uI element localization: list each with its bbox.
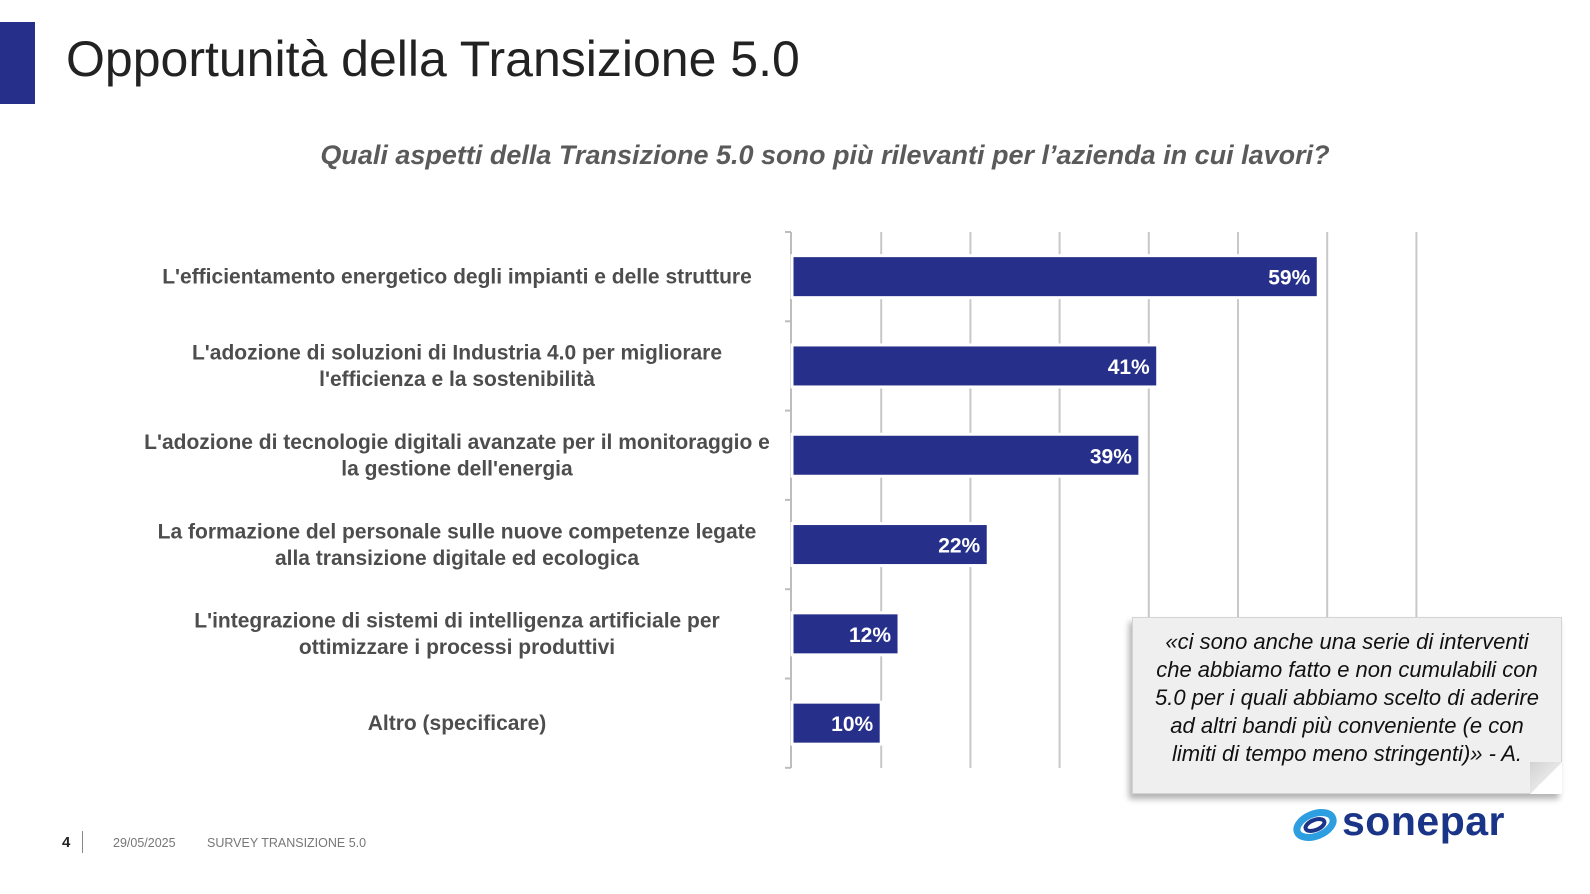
page-number: 4 (62, 834, 71, 851)
quote-line: «ci sono anche una serie di interventi (1165, 629, 1529, 654)
bar (790, 432, 1142, 478)
quote-box: «ci sono anche una serie di interventi c… (1132, 617, 1562, 794)
category-label: ottimizzare i processi produttivi (299, 636, 615, 659)
category-label: alla transizione digitale ed ecologica (275, 547, 639, 570)
quote-line: limiti di tempo meno stringenti)» - A. (1171, 741, 1523, 766)
quote-line: che abbiamo fatto e non cumulabili con (1156, 657, 1538, 682)
data-label: 59% (1268, 267, 1310, 290)
chart-title: Quali aspetti della Transizione 5.0 sono… (320, 140, 1330, 170)
category-label: L'adozione di tecnologie digitali avanza… (144, 431, 770, 454)
data-label: 12% (849, 624, 891, 647)
data-label: 39% (1090, 445, 1132, 468)
footer-divider (82, 831, 83, 853)
quote-page-curl (1530, 762, 1562, 794)
category-label: Altro (specificare) (368, 712, 547, 735)
data-label: 22% (938, 535, 980, 558)
quote-line: 5.0 per i quali abbiamo scelto di aderir… (1154, 685, 1539, 710)
data-label: 10% (831, 713, 873, 736)
data-label: 41% (1108, 356, 1150, 379)
category-label: L'integrazione di sistemi di intelligenz… (194, 610, 719, 633)
sonepar-logo-text: sonepar (1342, 798, 1505, 844)
footer-label: SURVEY TRANSIZIONE 5.0 (207, 836, 367, 850)
sonepar-logo: sonepar (1290, 798, 1505, 852)
category-label: La formazione del personale sulle nuove … (158, 520, 757, 543)
category-label: la gestione dell'energia (341, 458, 573, 481)
bar (790, 343, 1160, 389)
bar (790, 611, 901, 657)
slide-title: Opportunità della Transizione 5.0 (66, 31, 800, 87)
category-label: l'efficienza e la sostenibilità (319, 368, 595, 391)
bar (790, 522, 990, 568)
title-accent-bar (0, 22, 35, 104)
category-label: L'efficientamento energetico degli impia… (162, 266, 752, 289)
bar (790, 700, 883, 746)
footer-date: 29/05/2025 (113, 836, 176, 850)
bar (790, 254, 1320, 300)
category-label: L'adozione di soluzioni di Industria 4.0… (192, 342, 722, 365)
sonepar-logo-icon (1293, 809, 1337, 841)
quote-line: ad altri bandi più conveniente (e con (1170, 713, 1524, 738)
